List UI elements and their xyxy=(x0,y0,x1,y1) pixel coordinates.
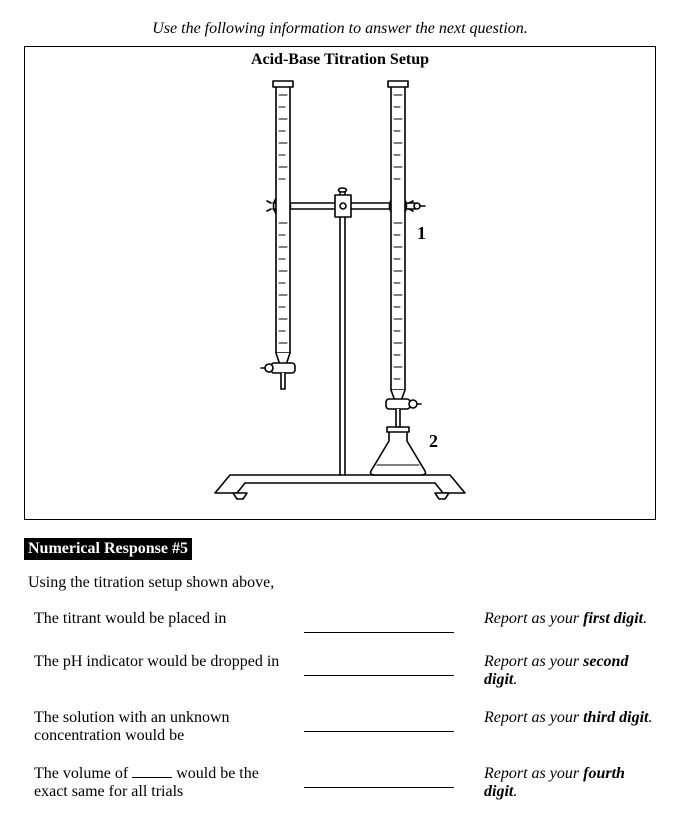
report-prefix: Report as your xyxy=(484,709,583,726)
question-row: The solution with an unknown concentrati… xyxy=(34,709,656,745)
info-box: Acid-Base Titration Setup xyxy=(24,46,656,520)
report-bold: third digit xyxy=(583,709,648,726)
report-text: Report as your third digit. xyxy=(484,709,652,727)
box-title: Acid-Base Titration Setup xyxy=(25,47,655,71)
answer-blank[interactable] xyxy=(304,767,454,788)
report-suffix: . xyxy=(513,783,517,800)
report-text: Report as your first digit. xyxy=(484,610,647,628)
report-prefix: Report as your xyxy=(484,610,583,627)
question-text: The solution with an unknown concentrati… xyxy=(34,709,294,745)
report-suffix: . xyxy=(643,610,647,627)
question-text-pre: The volume of xyxy=(34,765,132,782)
question-row: The volume of would be the exact same fo… xyxy=(34,765,656,801)
report-suffix: . xyxy=(513,671,517,688)
report-text: Report as your second digit. xyxy=(484,653,656,689)
report-prefix: Report as your xyxy=(484,765,583,782)
answer-blank[interactable] xyxy=(304,711,454,732)
figure-wrap: 1 2 xyxy=(25,71,655,509)
question-row: The titrant would be placed in Report as… xyxy=(34,610,656,633)
inline-blank[interactable] xyxy=(132,765,172,778)
numerical-response-label: Numerical Response #5 xyxy=(24,538,192,560)
report-suffix: . xyxy=(648,709,652,726)
question-text: The volume of would be the exact same fo… xyxy=(34,765,294,801)
question-text: The titrant would be placed in xyxy=(34,610,294,628)
answer-blank[interactable] xyxy=(304,612,454,633)
titration-apparatus-figure: 1 2 xyxy=(185,75,495,505)
question-text: The pH indicator would be dropped in xyxy=(34,653,294,671)
intro-text: Using the titration setup shown above, xyxy=(28,574,656,592)
report-prefix: Report as your xyxy=(484,653,583,670)
figure-label-1: 1 xyxy=(417,223,426,243)
answer-blank[interactable] xyxy=(304,655,454,676)
figure-label-2: 2 xyxy=(429,431,438,451)
question-row: The pH indicator would be dropped in Rep… xyxy=(34,653,656,689)
instruction-text: Use the following information to answer … xyxy=(24,20,656,38)
report-bold: first digit xyxy=(583,610,643,627)
report-text: Report as your fourth digit. xyxy=(484,765,656,801)
